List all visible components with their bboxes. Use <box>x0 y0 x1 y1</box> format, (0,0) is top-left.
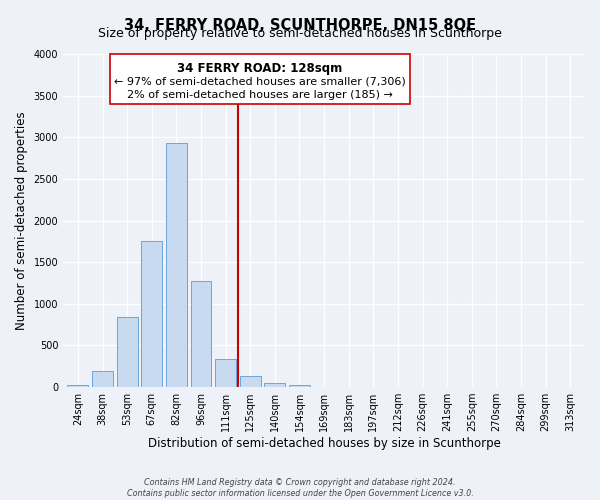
Bar <box>117 317 137 387</box>
Bar <box>191 282 211 387</box>
Bar <box>166 143 187 387</box>
Bar <box>265 383 286 387</box>
FancyBboxPatch shape <box>110 54 410 104</box>
Text: ← 97% of semi-detached houses are smaller (7,306): ← 97% of semi-detached houses are smalle… <box>114 76 406 86</box>
Text: Contains HM Land Registry data © Crown copyright and database right 2024.
Contai: Contains HM Land Registry data © Crown c… <box>127 478 473 498</box>
Bar <box>142 242 162 387</box>
Text: Size of property relative to semi-detached houses in Scunthorpe: Size of property relative to semi-detach… <box>98 28 502 40</box>
Text: 2% of semi-detached houses are larger (185) →: 2% of semi-detached houses are larger (1… <box>127 90 393 100</box>
Text: 34 FERRY ROAD: 128sqm: 34 FERRY ROAD: 128sqm <box>178 62 343 75</box>
Bar <box>67 386 88 387</box>
Bar <box>240 376 261 387</box>
X-axis label: Distribution of semi-detached houses by size in Scunthorpe: Distribution of semi-detached houses by … <box>148 437 500 450</box>
Bar <box>92 372 113 387</box>
Bar <box>289 386 310 387</box>
Text: 34, FERRY ROAD, SCUNTHORPE, DN15 8QE: 34, FERRY ROAD, SCUNTHORPE, DN15 8QE <box>124 18 476 32</box>
Bar <box>215 359 236 387</box>
Y-axis label: Number of semi-detached properties: Number of semi-detached properties <box>15 111 28 330</box>
